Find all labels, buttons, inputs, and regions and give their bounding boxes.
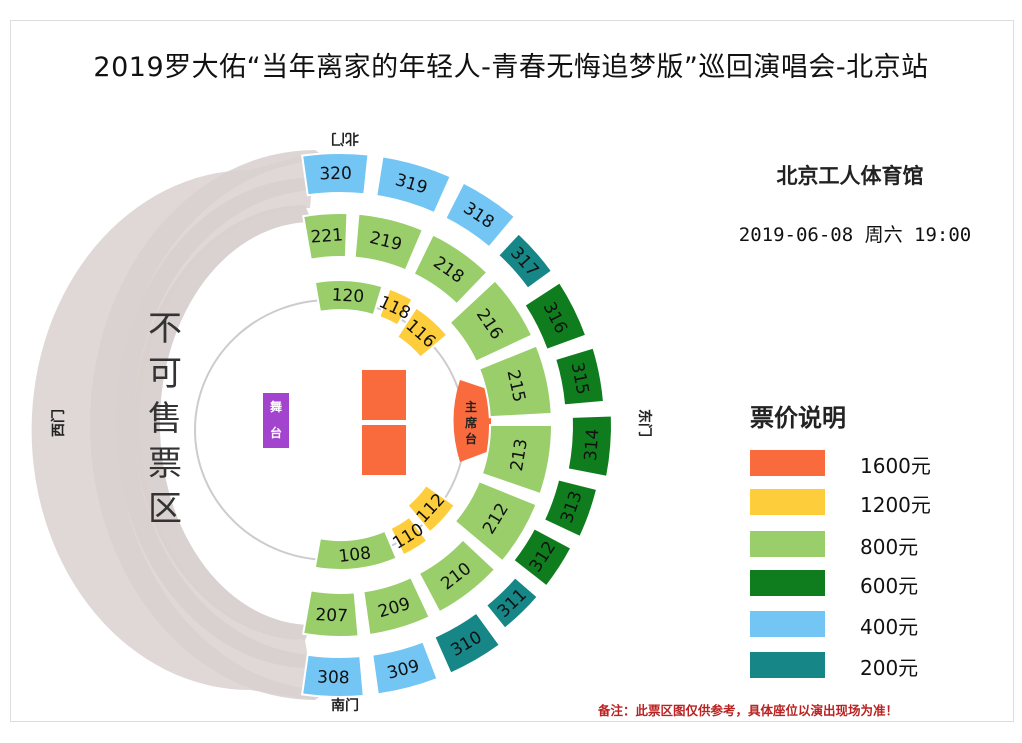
seat-sections: 320 3193183173163153143133123113103093082… bbox=[301, 152, 613, 698]
legend-swatch bbox=[750, 489, 825, 515]
vip-label-2: 席 bbox=[465, 415, 477, 430]
vip-block[interactable] bbox=[453, 380, 493, 462]
legend-swatch bbox=[750, 531, 825, 557]
section-label-120: 120 bbox=[331, 285, 365, 307]
section-318[interactable] bbox=[443, 181, 517, 249]
legend-swatch bbox=[750, 611, 825, 637]
section-219[interactable] bbox=[353, 212, 425, 272]
unsold-char-2: 可 bbox=[148, 354, 182, 394]
legend-swatch bbox=[750, 652, 825, 678]
event-datetime: 2019-06-08 周六 19:00 bbox=[738, 224, 972, 246]
legend-item-400: 400元 bbox=[750, 611, 990, 639]
gate-south: 南门 bbox=[331, 697, 359, 714]
section-317[interactable] bbox=[496, 231, 554, 291]
section-label-207: 207 bbox=[315, 605, 348, 626]
legend-label: 1600元 bbox=[860, 454, 931, 478]
legend-label: 200元 bbox=[860, 656, 919, 680]
unsold-char-3: 售 bbox=[148, 399, 182, 439]
section-319[interactable] bbox=[375, 155, 452, 215]
section-label-320: 320 bbox=[319, 164, 352, 185]
section-312[interactable] bbox=[511, 526, 573, 588]
section-316[interactable] bbox=[523, 280, 588, 352]
unsold-char-4: 票 bbox=[148, 444, 182, 484]
section-120[interactable] bbox=[313, 279, 384, 317]
section-label-308: 308 bbox=[317, 667, 350, 688]
floor-block-1600-a[interactable] bbox=[362, 370, 406, 420]
section-210[interactable] bbox=[417, 538, 497, 614]
section-label-221: 221 bbox=[310, 225, 344, 247]
legend-item-1600: 1600元 bbox=[750, 450, 990, 478]
unsold-char-5: 区 bbox=[148, 489, 182, 529]
unsold-fill bbox=[31, 152, 316, 700]
legend-label: 400元 bbox=[860, 615, 919, 639]
section-315[interactable] bbox=[553, 346, 606, 407]
section-112[interactable] bbox=[406, 483, 457, 534]
section-116[interactable] bbox=[395, 306, 449, 359]
vip-label-1: 主 bbox=[465, 399, 477, 414]
section-320[interactable] bbox=[301, 152, 370, 197]
section-212[interactable] bbox=[453, 479, 538, 563]
gate-west: 西门 bbox=[50, 409, 67, 437]
section-309[interactable] bbox=[371, 640, 439, 696]
section-308[interactable] bbox=[301, 653, 365, 698]
unsold-char-1: 不 bbox=[148, 309, 182, 349]
legend-swatch bbox=[750, 570, 825, 596]
section-218[interactable] bbox=[412, 233, 489, 306]
section-216[interactable] bbox=[448, 279, 534, 363]
stage[interactable] bbox=[263, 393, 289, 448]
stage-label-2: 台 bbox=[270, 425, 282, 440]
floor-block-1600-b[interactable] bbox=[362, 425, 406, 475]
legend-title: 票价说明 bbox=[750, 404, 846, 432]
section-313[interactable] bbox=[542, 478, 599, 539]
section-215[interactable] bbox=[477, 344, 553, 419]
section-221[interactable] bbox=[302, 212, 349, 261]
legend-label: 1200元 bbox=[860, 493, 931, 517]
venue-name: 北京工人体育馆 bbox=[776, 164, 924, 188]
legend-item-1200: 1200元 bbox=[750, 489, 990, 517]
disclaimer-note: 备注：此票区图仅供参考，具体座位以演出现场为准！ bbox=[598, 703, 899, 718]
section-314[interactable] bbox=[566, 414, 613, 479]
section-310[interactable] bbox=[433, 611, 502, 675]
stage-label-1: 舞 bbox=[269, 399, 282, 414]
unsold-inner-ring bbox=[134, 205, 312, 640]
gate-east: 东门 bbox=[636, 409, 653, 437]
legend-item-600: 600元 bbox=[750, 570, 990, 598]
section-213[interactable] bbox=[480, 424, 554, 496]
legend-swatch bbox=[750, 450, 825, 476]
section-108[interactable] bbox=[313, 529, 398, 571]
legend-item-800: 800元 bbox=[750, 531, 990, 559]
section-110[interactable] bbox=[389, 515, 429, 557]
event-title: 2019罗大佑“当年离家的年轻人-青春无悔追梦版”巡回演唱会-北京站 bbox=[93, 52, 929, 83]
section-209[interactable] bbox=[362, 575, 431, 637]
gate-north: 北门 bbox=[331, 130, 359, 147]
vip-label-3: 台 bbox=[465, 431, 477, 446]
legend-label: 600元 bbox=[860, 574, 919, 598]
section-207[interactable] bbox=[302, 589, 360, 638]
legend-label: 800元 bbox=[860, 535, 919, 559]
section-label-108: 108 bbox=[338, 543, 373, 567]
section-311[interactable] bbox=[484, 575, 540, 631]
unsold-area: 不 可 售 票 区 bbox=[31, 150, 330, 700]
legend-item-200: 200元 bbox=[750, 652, 990, 680]
section-118[interactable] bbox=[378, 287, 414, 327]
section-label-314: 314 bbox=[581, 428, 603, 462]
